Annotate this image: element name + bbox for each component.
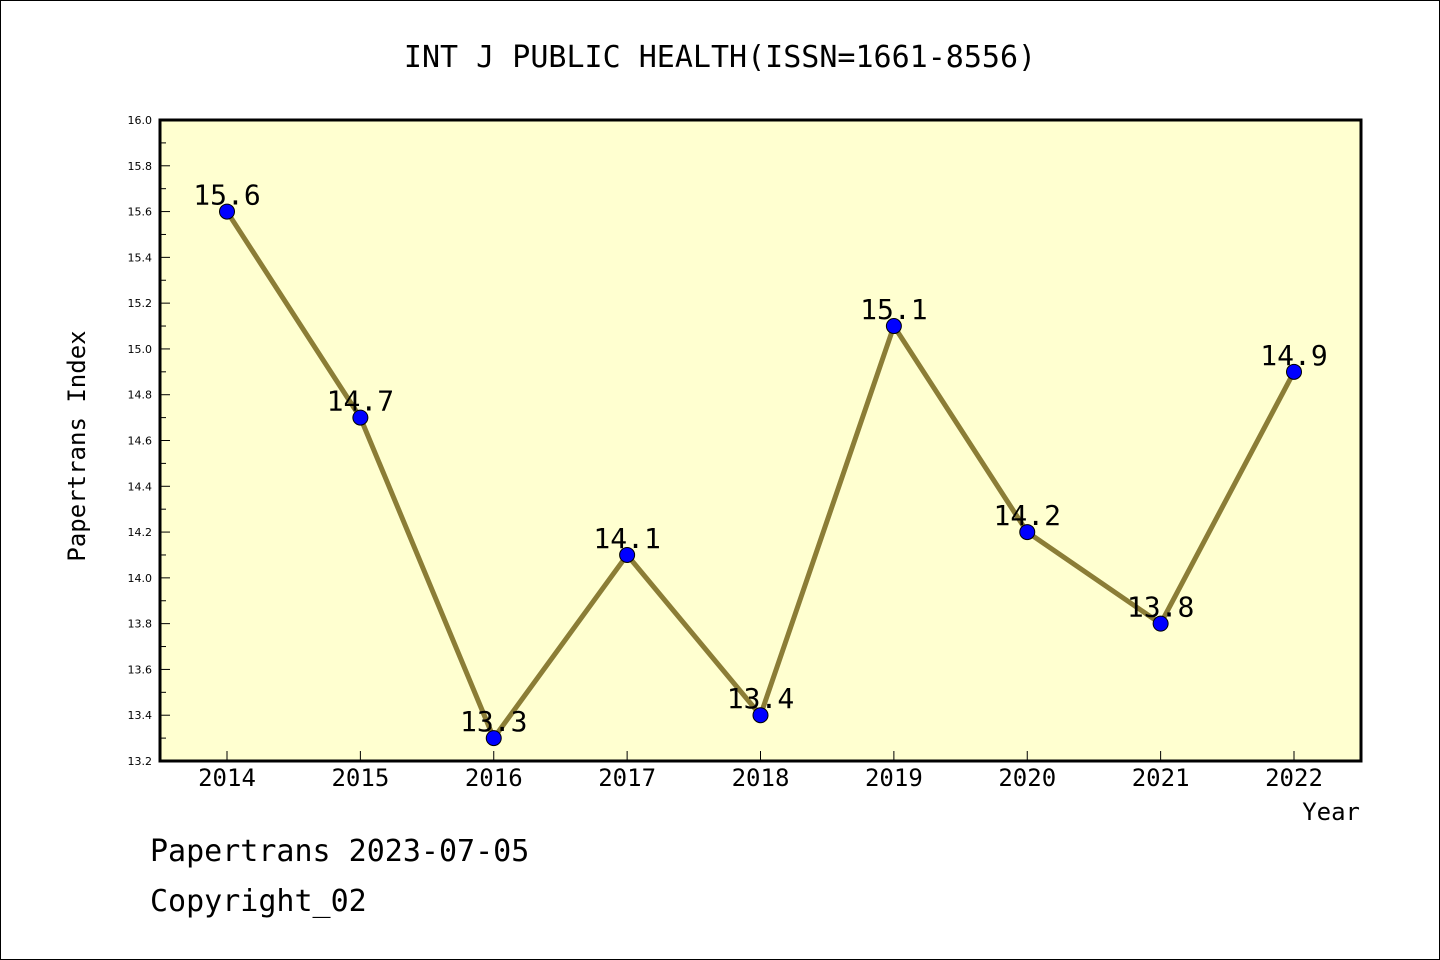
y-tick-label: 15.2 <box>128 297 153 310</box>
data-label: 13.3 <box>460 705 527 738</box>
plot-area <box>158 118 1363 763</box>
data-point <box>1286 363 1302 380</box>
data-point <box>1152 615 1169 632</box>
data-point <box>619 546 636 563</box>
x-tick-label: 2021 <box>1132 764 1190 792</box>
data-point <box>219 203 235 220</box>
data-label: 14.1 <box>593 522 660 555</box>
y-tick-label: 15.4 <box>128 251 153 264</box>
x-axis-ticks: 2014 2015 2016 2017 2018 2019 2020 2021 2022 <box>198 751 1323 792</box>
data-points <box>219 203 1302 747</box>
data-point <box>752 707 769 724</box>
data-label: 14.2 <box>994 499 1061 532</box>
y-tick-label: 14.6 <box>128 435 153 448</box>
footer-copyright: Copyright_02 <box>150 884 367 919</box>
data-label: 15.1 <box>860 293 927 326</box>
y-tick-label: 13.8 <box>128 618 153 631</box>
x-tick-label: 2022 <box>1265 764 1323 792</box>
y-tick-label: 14.0 <box>128 572 153 585</box>
y-tick-label: 14.2 <box>128 526 153 539</box>
data-label: 13.4 <box>727 682 794 715</box>
x-axis-label: Year <box>1302 798 1360 826</box>
y-tick-label: 13.4 <box>128 709 153 722</box>
data-point <box>485 730 502 747</box>
footer-date: Papertrans 2023-07-05 <box>150 834 530 869</box>
y-tick-label: 15.6 <box>128 206 153 219</box>
y-tick-label: 14.4 <box>128 480 153 493</box>
y-tick-label: 13.6 <box>128 663 153 676</box>
y-axis-ticks: 13.2 13.4 13.6 13.8 14.0 14.2 14.4 14.6 14.8 15.0… <box>128 114 170 768</box>
x-tick-label: 2020 <box>998 764 1056 792</box>
y-tick-label: 14.8 <box>128 389 153 402</box>
x-tick-label: 2016 <box>465 764 523 792</box>
data-point <box>885 318 902 335</box>
y-axis-label: Papertrans Index <box>63 330 91 561</box>
data-label: 14.9 <box>1260 339 1327 372</box>
data-label: 15.6 <box>193 179 260 212</box>
y-tick-label: 13.2 <box>128 755 153 768</box>
x-tick-label: 2014 <box>198 764 256 792</box>
x-tick-label: 2017 <box>598 764 656 792</box>
chart-title: INT J PUBLIC HEALTH(ISSN=1661-8556) <box>404 40 1036 75</box>
x-tick-label: 2018 <box>732 764 790 792</box>
x-tick-label: 2015 <box>331 764 389 792</box>
data-label: 13.8 <box>1127 591 1194 624</box>
x-tick-label: 2019 <box>865 764 923 792</box>
y-tick-label: 15.0 <box>128 343 153 356</box>
y-tick-label: 16.0 <box>128 114 153 127</box>
data-point <box>1019 524 1036 541</box>
data-point <box>352 409 369 426</box>
data-label: 14.7 <box>327 385 394 418</box>
data-labels: 15.6 14.7 13.3 14.1 13.4 15.1 14.2 13.8 14.9 <box>193 179 1327 739</box>
y-tick-label: 15.8 <box>128 160 153 173</box>
